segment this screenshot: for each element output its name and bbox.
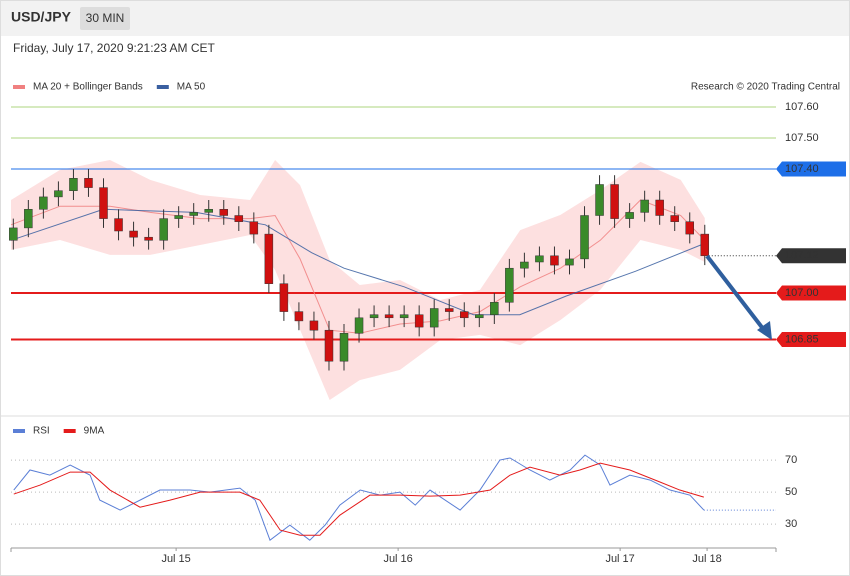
- candle-body: [595, 184, 604, 216]
- legend-swatch: [156, 85, 169, 89]
- candle-body: [9, 227, 18, 241]
- level-box: [776, 248, 846, 264]
- legend-label: MA 50: [177, 82, 206, 93]
- candle-body: [54, 190, 63, 198]
- candle-body: [39, 196, 48, 210]
- forecast-arrowhead: [757, 321, 772, 340]
- candle-body: [414, 314, 424, 328]
- x-tick-label: Jul 17: [605, 553, 634, 565]
- x-tick-label: Jul 16: [383, 553, 412, 565]
- candle-body: [309, 320, 319, 331]
- candle-body: [444, 308, 454, 312]
- candle-body: [520, 261, 529, 269]
- legend-label: 9MA: [84, 426, 105, 437]
- legend-swatch: [13, 85, 25, 89]
- candle-body: [535, 255, 544, 263]
- candle-body: [264, 233, 274, 284]
- y-tick-label: 50: [785, 486, 797, 498]
- candle-body: [550, 255, 559, 266]
- candle-body: [174, 215, 183, 219]
- legend-swatch: [13, 429, 25, 433]
- candle-body: [234, 215, 244, 222]
- candle-body: [475, 314, 484, 319]
- indicator-line: [13, 454, 705, 541]
- candle-body: [369, 314, 379, 319]
- candle-body: [324, 329, 334, 362]
- candle-body: [685, 221, 694, 235]
- candle-body: [84, 178, 93, 188]
- candle-body: [144, 236, 153, 241]
- forecast-arrow: [705, 254, 766, 332]
- candle-body: [490, 302, 499, 315]
- level-label: 107.50: [785, 132, 819, 144]
- candle-body: [384, 314, 394, 319]
- candle-body: [565, 258, 574, 266]
- level-box: [776, 285, 846, 301]
- header-bar: [1, 1, 849, 36]
- candle-body: [24, 209, 33, 229]
- candle-body: [219, 209, 229, 216]
- candle-body: [204, 209, 213, 213]
- candle-body: [640, 199, 649, 213]
- ma-line: [10, 208, 705, 316]
- candle-body: [700, 233, 710, 257]
- candle-body: [294, 311, 304, 322]
- legend-swatch: [63, 429, 76, 433]
- credit: Research © 2020 Trading Central: [691, 82, 840, 93]
- candle-body: [580, 215, 589, 260]
- level-label: 107.00: [785, 287, 819, 299]
- candle-body: [129, 230, 138, 238]
- level-label: 107.12: [785, 250, 819, 262]
- candle-body: [99, 187, 108, 219]
- candle-body: [460, 311, 469, 319]
- level-label: 106.85: [785, 333, 819, 345]
- x-tick-label: Jul 15: [161, 553, 190, 565]
- interval[interactable]: 30 MIN: [86, 11, 125, 25]
- candle-body: [114, 218, 123, 232]
- candle-body: [625, 212, 634, 219]
- candle-body: [670, 215, 679, 222]
- candle-body: [69, 178, 78, 191]
- interval-badge[interactable]: [80, 7, 130, 30]
- indicator-line: [13, 462, 704, 536]
- legend-label: RSI: [33, 426, 50, 437]
- candle-body: [505, 267, 514, 303]
- level-box: [776, 161, 846, 177]
- level-label: 107.40: [785, 163, 819, 175]
- level-box: [776, 332, 846, 347]
- candle-body: [189, 212, 198, 216]
- candle-body: [429, 308, 439, 328]
- candle-body: [279, 283, 289, 312]
- timestamp: Friday, July 17, 2020 9:21:23 AM CET: [13, 41, 216, 55]
- candle-body: [399, 314, 409, 319]
- candle-body: [159, 218, 168, 241]
- bollinger-band: [11, 160, 705, 400]
- x-tick-label: Jul 18: [692, 553, 721, 565]
- candle-body: [610, 184, 619, 219]
- candle-body: [339, 333, 349, 362]
- y-tick-label: 70: [785, 454, 797, 466]
- candle-body: [249, 221, 259, 235]
- symbol: USD/JPY: [11, 9, 72, 25]
- candle-body: [354, 317, 364, 334]
- legend-label: MA 20 + Bollinger Bands: [33, 82, 143, 93]
- candle-body: [655, 199, 664, 216]
- level-label: 107.60: [785, 101, 819, 113]
- y-tick-label: 30: [785, 518, 797, 530]
